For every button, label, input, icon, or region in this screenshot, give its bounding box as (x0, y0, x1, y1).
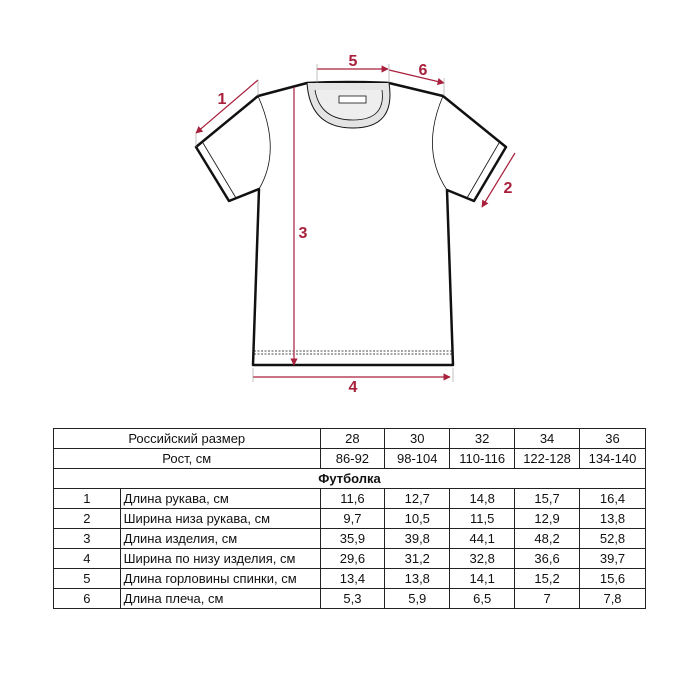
measure-label-3: 3 (299, 225, 308, 242)
row-label: Длина горловины спинки, см (119, 568, 321, 589)
table-row: 3 Длина изделия, см 35,9 39,8 44,1 48,2 52,8 (53, 528, 646, 549)
row-label: Ширина низа рукава, см (119, 508, 321, 529)
measure-label-1: 1 (218, 91, 227, 108)
arrow-sleeve-width (481, 152, 516, 208)
value-cell: 52,8 (579, 528, 646, 549)
size-cell: 30 (384, 428, 451, 449)
value-cell: 39,7 (579, 548, 646, 569)
value-cell: 15,6 (579, 568, 646, 589)
measure-label-2: 2 (504, 180, 513, 197)
value-cell: 5,9 (384, 588, 451, 609)
value-cell: 12,7 (384, 488, 451, 509)
height-cell: 86-92 (319, 448, 386, 469)
value-cell: 6,5 (449, 588, 516, 609)
value-cell: 16,4 (579, 488, 646, 509)
value-cell: 13,8 (384, 568, 451, 589)
row-number: 6 (53, 588, 121, 609)
row-number: 1 (53, 488, 121, 509)
section-title: Футболка (53, 468, 646, 489)
table-row: 1 Длина рукава, см 11,6 12,7 14,8 15,7 16,4 (53, 488, 646, 509)
size-table: Российский размер 28 30 32 34 36 Рост, с… (53, 428, 646, 609)
height-header: Рост, см (53, 448, 321, 469)
measure-label-4: 4 (349, 379, 358, 396)
value-cell: 13,4 (319, 568, 386, 589)
height-row: Рост, см 86-92 98-104 110-116 122-128 13… (53, 448, 646, 469)
table-row: 2 Ширина низа рукава, см 9,7 10,5 11,5 12,9 13… (53, 508, 646, 529)
value-cell: 14,8 (449, 488, 516, 509)
value-cell: 44,1 (449, 528, 516, 549)
measure-arrows (195, 65, 516, 381)
value-cell: 12,9 (514, 508, 581, 529)
size-cell: 32 (449, 428, 516, 449)
size-header: Российский размер (53, 428, 321, 449)
height-cell: 134-140 (579, 448, 646, 469)
value-cell: 11,6 (319, 488, 386, 509)
height-cell: 98-104 (384, 448, 451, 469)
value-cell: 15,7 (514, 488, 581, 509)
value-cell: 15,2 (514, 568, 581, 589)
value-cell: 9,7 (319, 508, 386, 529)
row-number: 3 (53, 528, 121, 549)
value-cell: 36,6 (514, 548, 581, 569)
value-cell: 32,8 (449, 548, 516, 569)
row-number: 2 (53, 508, 121, 529)
height-cell: 110-116 (449, 448, 516, 469)
value-cell: 5,3 (319, 588, 386, 609)
size-cell: 28 (319, 428, 386, 449)
row-label: Ширина по низу изделия, см (119, 548, 321, 569)
row-number: 5 (53, 568, 121, 589)
value-cell: 35,9 (319, 528, 386, 549)
table-row: 6 Длина плеча, см 5,3 5,9 6,5 7 7,8 (53, 588, 646, 609)
table-row: 4 Ширина по низу изделия, см 29,6 31,2 32,8 3… (53, 548, 646, 569)
measure-label-6: 6 (419, 62, 428, 79)
value-cell: 10,5 (384, 508, 451, 529)
value-cell: 48,2 (514, 528, 581, 549)
size-cell: 34 (514, 428, 581, 449)
size-cell: 36 (579, 428, 646, 449)
value-cell: 14,1 (449, 568, 516, 589)
row-label: Длина рукава, см (119, 488, 321, 509)
value-cell: 7 (514, 588, 581, 609)
value-cell: 7,8 (579, 588, 646, 609)
measure-label-5: 5 (349, 53, 358, 70)
value-cell: 11,5 (449, 508, 516, 529)
value-cell: 31,2 (384, 548, 451, 569)
row-number: 4 (53, 548, 121, 569)
row-label: Длина изделия, см (119, 528, 321, 549)
value-cell: 39,8 (384, 528, 451, 549)
value-cell: 13,8 (579, 508, 646, 529)
arrow-shoulder-length (388, 69, 445, 86)
size-row: Российский размер 28 30 32 34 36 (53, 428, 646, 449)
height-cell: 122-128 (514, 448, 581, 469)
row-label: Длина плеча, см (119, 588, 321, 609)
value-cell: 29,6 (319, 548, 386, 569)
neck-label-tag (338, 95, 367, 104)
tshirt-diagram: 1 2 3 4 5 6 (194, 53, 516, 396)
table-row: 5 Длина горловины спинки, см 13,4 13,8 14,1 1… (53, 568, 646, 589)
arrow-sleeve-length (195, 79, 259, 134)
tshirt-outline (194, 80, 508, 367)
